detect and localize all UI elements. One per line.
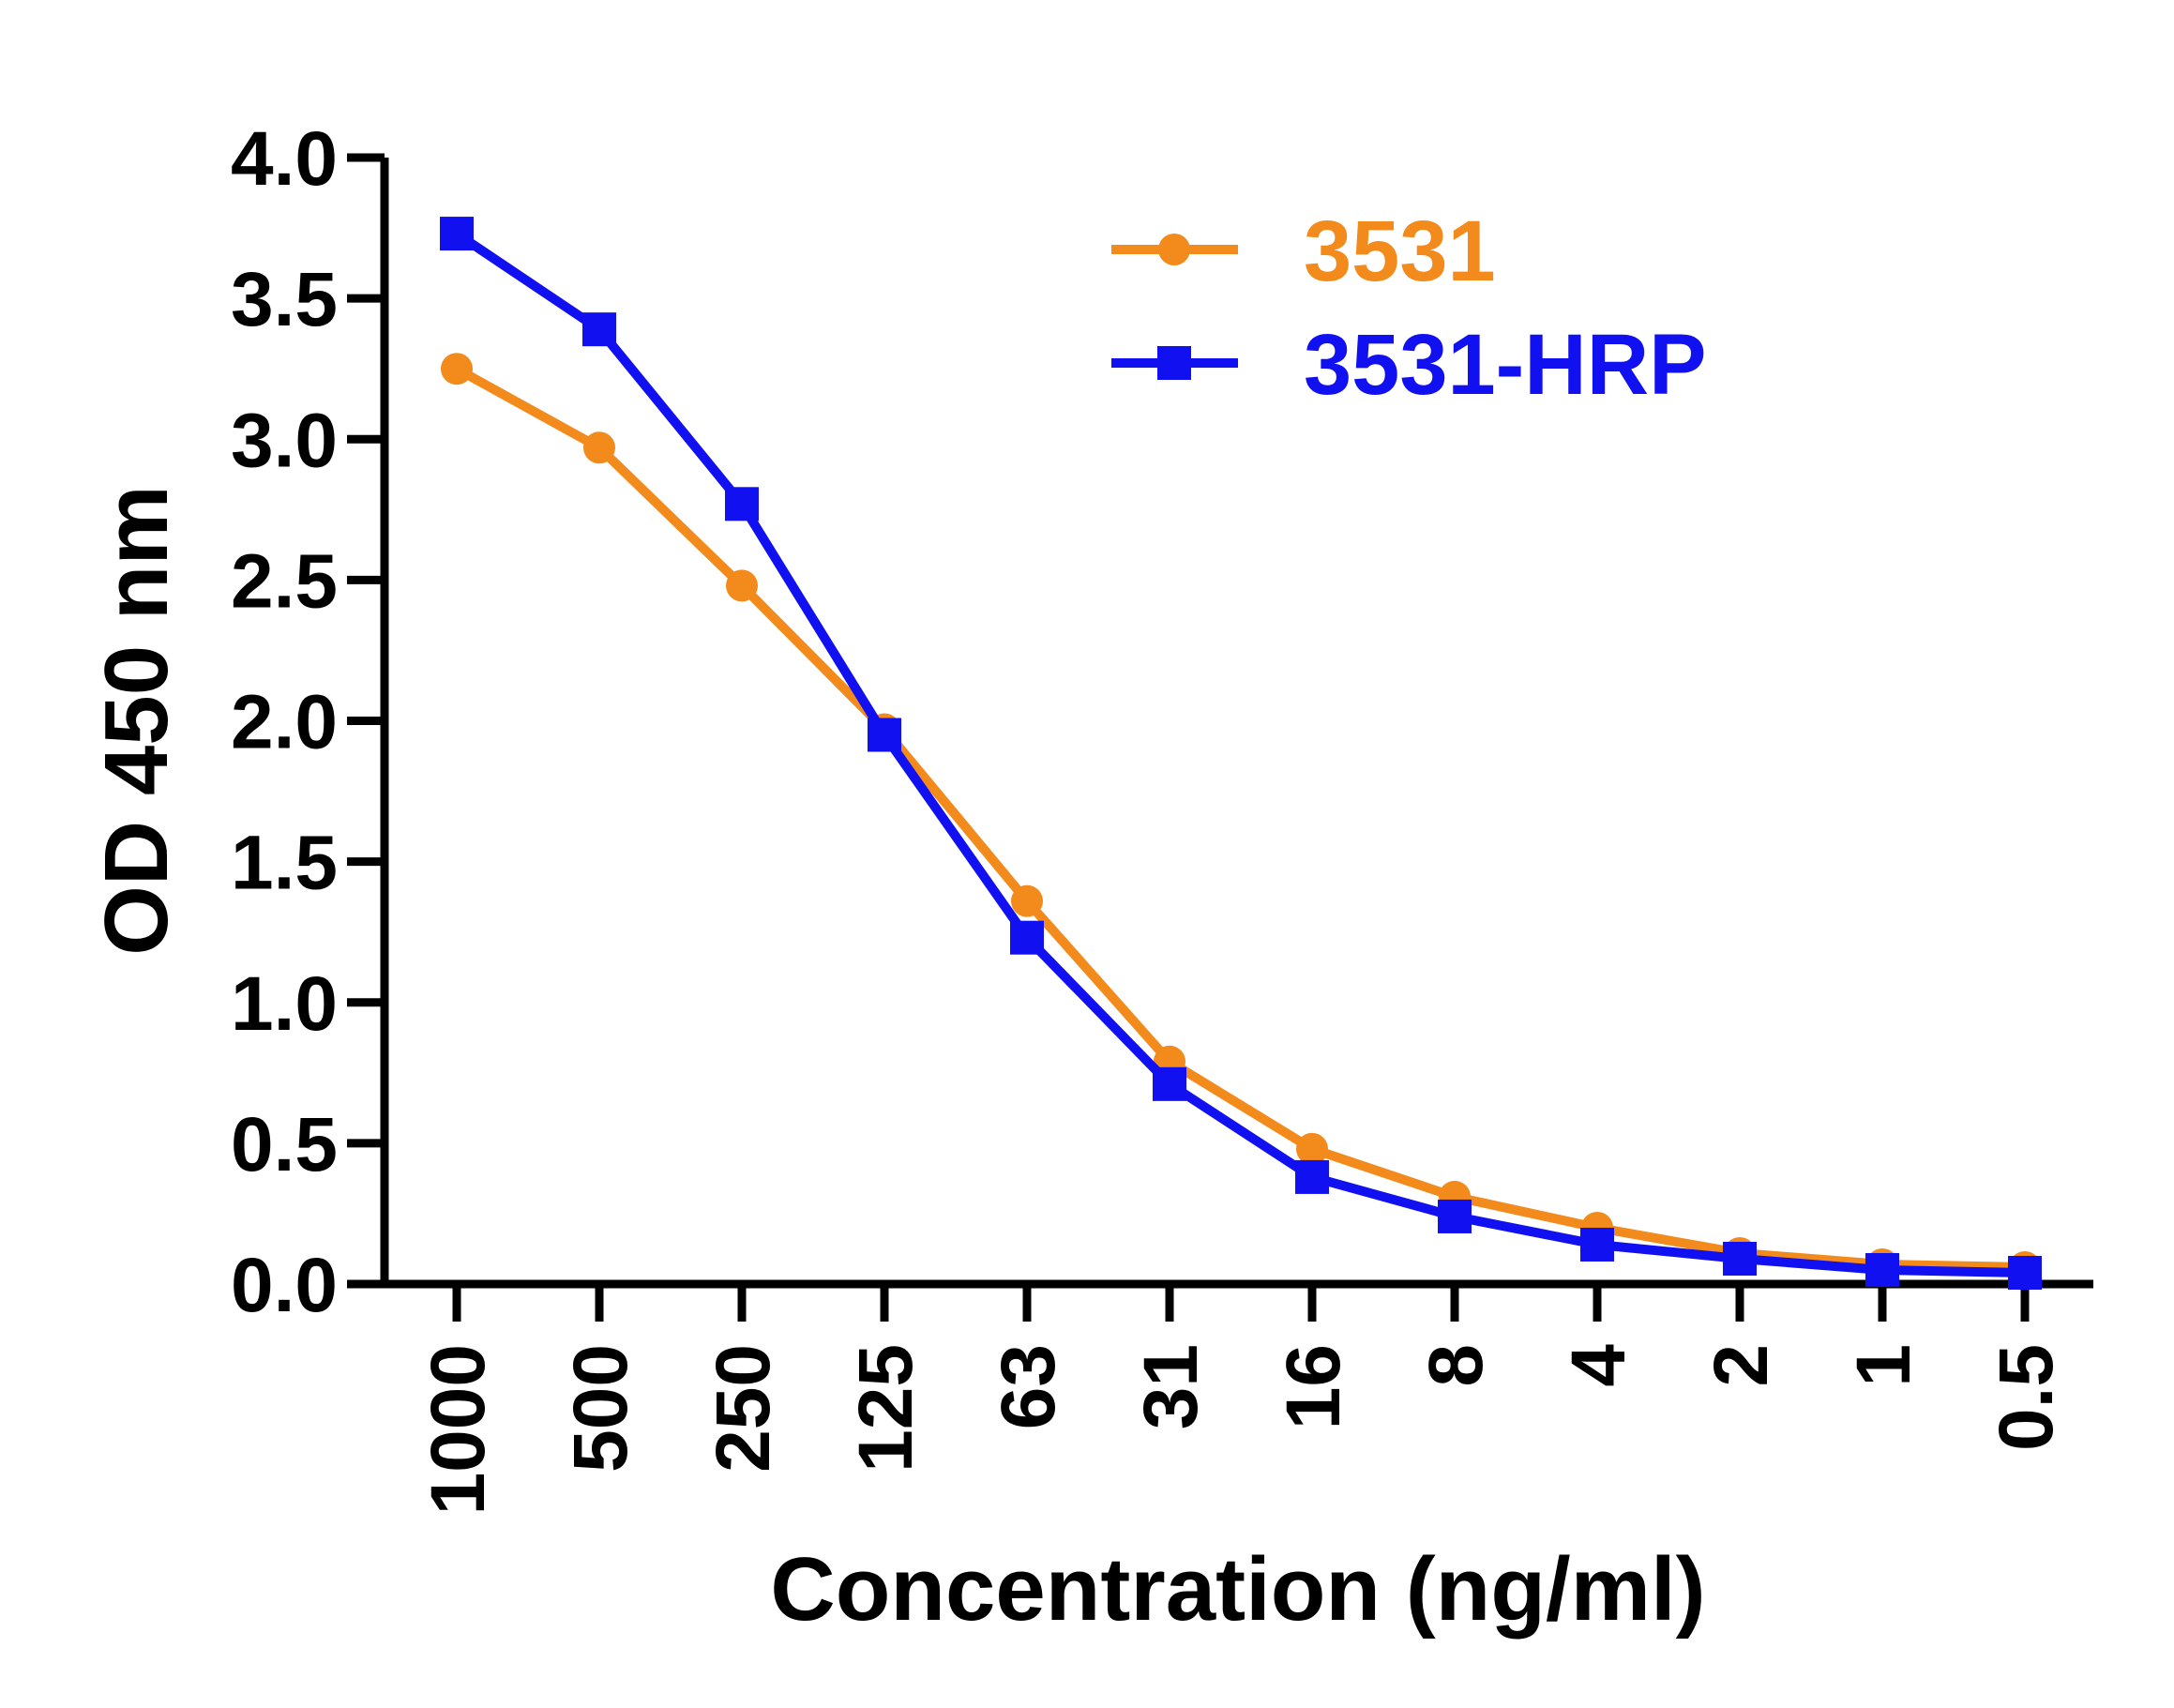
data-point xyxy=(725,487,759,521)
y-tick-label: 0.0 xyxy=(231,1243,338,1328)
data-point xyxy=(583,431,615,464)
data-point xyxy=(1723,1241,1757,1276)
x-tick-label: 8 xyxy=(1413,1344,1499,1387)
y-tick-label: 3.5 xyxy=(231,257,338,342)
x-tick-label: 2 xyxy=(1698,1344,1784,1387)
data-point xyxy=(1865,1252,1899,1287)
legend-label: 3531-HRP xyxy=(1304,317,1707,413)
data-point xyxy=(1295,1159,1329,1194)
data-point xyxy=(1011,884,1043,917)
data-point xyxy=(1438,1199,1472,1233)
data-point xyxy=(441,353,473,385)
data-point xyxy=(1580,1227,1614,1262)
y-tick-label: 4.0 xyxy=(231,116,338,202)
y-tick-label: 1.0 xyxy=(231,961,338,1047)
series-line xyxy=(454,229,2026,1277)
y-tick-label: 2.0 xyxy=(231,680,338,765)
x-tick-label: 0.5 xyxy=(1984,1344,2069,1451)
series-1 xyxy=(441,353,2041,1283)
y-axis-title: OD 450 nm xyxy=(86,485,187,956)
x-tick-label: 250 xyxy=(701,1344,786,1473)
x-tick-label: 125 xyxy=(843,1344,928,1473)
data-point xyxy=(440,217,474,251)
data-point xyxy=(1010,920,1044,955)
y-ticks: 0.0 0.5 1.0 1.5 2.0 2.5 3.0 3.5 4.0 xyxy=(231,116,385,1328)
data-point xyxy=(726,569,758,602)
y-tick-label: 2.5 xyxy=(231,538,338,624)
legend: 3531 3531-HRP xyxy=(1111,204,1707,413)
x-tick-label: 1000 xyxy=(415,1344,501,1515)
legend-item-1: 3531 xyxy=(1111,204,1496,299)
y-tick-label: 3.0 xyxy=(231,398,338,483)
x-tick-label: 500 xyxy=(558,1344,643,1473)
x-tick-label: 1 xyxy=(1841,1344,1926,1387)
legend-item-2: 3531-HRP xyxy=(1111,317,1707,413)
data-point xyxy=(1153,1066,1186,1101)
data-point xyxy=(582,312,616,347)
series-layer xyxy=(440,217,2042,1290)
legend-marker xyxy=(1158,234,1190,265)
x-tick-label: 4 xyxy=(1556,1344,1641,1387)
series-line xyxy=(454,364,2026,1272)
legend-label: 3531 xyxy=(1304,204,1496,299)
series-2 xyxy=(440,217,2042,1290)
y-tick-label: 0.5 xyxy=(231,1102,338,1187)
x-axis-title: Concentration (ng/ml) xyxy=(770,1539,1705,1640)
data-point xyxy=(868,718,901,752)
data-point xyxy=(2008,1255,2042,1290)
x-tick-label: 63 xyxy=(986,1344,1071,1429)
y-tick-label: 1.5 xyxy=(231,821,338,906)
x-ticks: 1000 500 250 125 63 31 16 8 4 2 1 0.5 xyxy=(415,1284,2069,1515)
x-tick-label: 16 xyxy=(1271,1344,1356,1429)
data-point xyxy=(1296,1132,1328,1165)
x-tick-label: 31 xyxy=(1128,1344,1214,1429)
legend-marker xyxy=(1157,346,1191,380)
